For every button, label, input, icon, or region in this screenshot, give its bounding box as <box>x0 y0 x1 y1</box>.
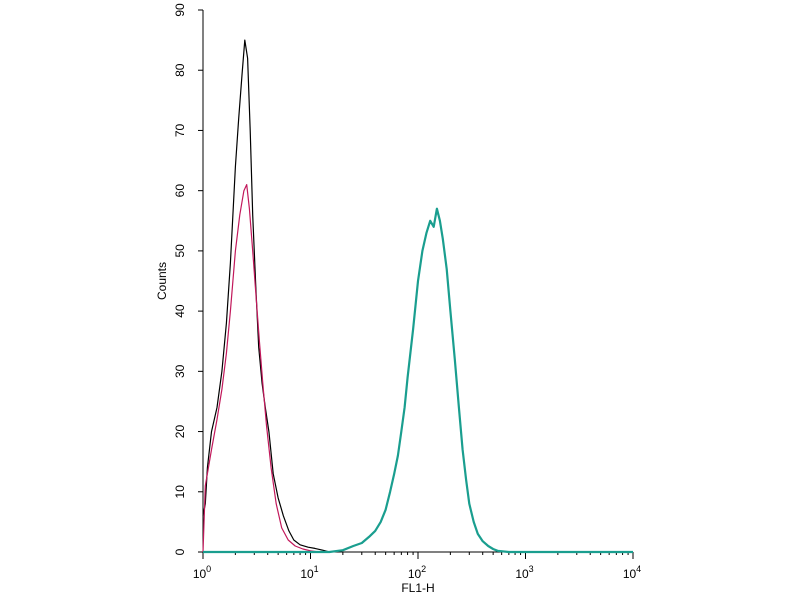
y-tick-label: 80 <box>173 63 187 77</box>
y-tick-label: 0 <box>173 548 187 555</box>
y-tick-label: 10 <box>173 485 187 499</box>
y-ticks: 0 10 20 30 40 50 60 70 80 90 <box>173 3 203 555</box>
x-tick-label: 100 <box>193 564 211 581</box>
x-ticks: 100 101 102 103 104 <box>193 552 641 581</box>
x-tick-label: 103 <box>515 564 533 581</box>
x-tick-label: 102 <box>408 564 426 581</box>
y-tick-label: 60 <box>173 184 187 198</box>
y-tick-label: 20 <box>173 425 187 439</box>
x-tick-label: 104 <box>623 564 641 581</box>
series-layer <box>202 39 633 554</box>
y-tick-label: 50 <box>173 244 187 258</box>
x-axis-title: FL1-H <box>401 581 434 595</box>
series-line-2 <box>202 184 320 553</box>
y-tick-label: 90 <box>173 3 187 17</box>
y-tick-label: 40 <box>173 304 187 318</box>
y-tick-label: 70 <box>173 123 187 137</box>
series-line-1 <box>202 39 330 553</box>
y-axis-title: Counts <box>155 262 169 300</box>
series-line-3 <box>203 207 633 554</box>
y-tick-label: 30 <box>173 364 187 378</box>
x-tick-label: 101 <box>300 564 318 581</box>
